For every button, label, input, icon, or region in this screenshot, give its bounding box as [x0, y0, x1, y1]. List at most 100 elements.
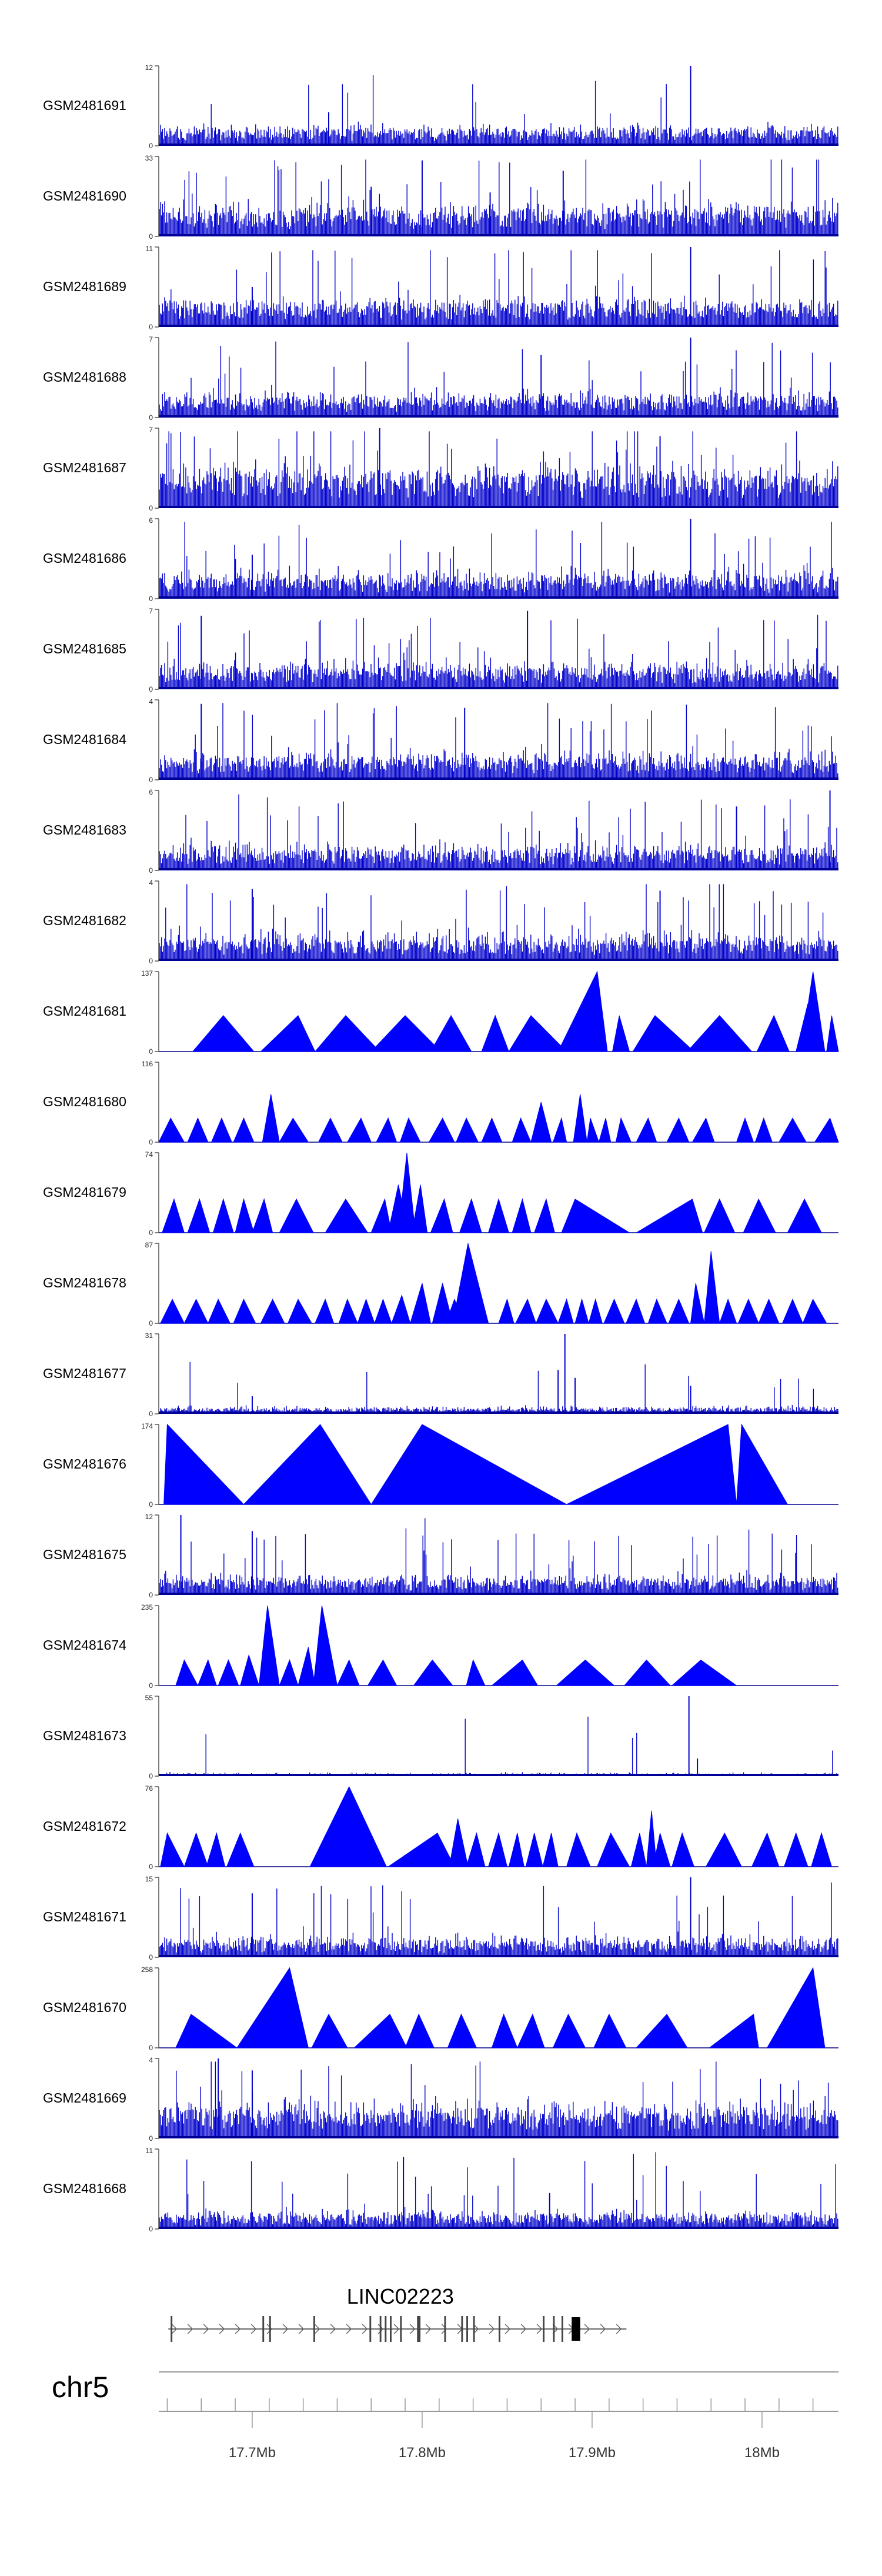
exon: [269, 2316, 271, 2342]
exon: [400, 2316, 402, 2342]
y-tick-label-min: 0: [149, 1047, 153, 1056]
coverage-bars: [159, 703, 838, 780]
coverage-peak: [160, 1299, 185, 1324]
coverage-bars: [159, 159, 838, 236]
track-GSM2481674: GSM2481674 235 0: [43, 1603, 838, 1690]
coverage-peak: [778, 1117, 807, 1143]
coverage-peak: [163, 1423, 245, 1505]
coverage-peak: [311, 2013, 348, 2048]
coverage-peak: [236, 1967, 309, 2048]
track-GSM2481676: GSM2481676 174 0: [43, 1422, 838, 1509]
coverage-peak: [573, 1094, 587, 1143]
coverage-peak: [508, 1015, 567, 1052]
coverage-peak: [455, 1117, 479, 1143]
coverage-peak: [826, 1015, 839, 1052]
coverage-peak: [754, 1117, 773, 1143]
coverage-peak: [574, 1298, 589, 1324]
exon: [369, 2316, 372, 2342]
exon: [313, 2316, 315, 2342]
track-label: GSM2481677: [43, 1366, 126, 1381]
exon: [385, 2316, 387, 2342]
y-tick-label-max: 235: [141, 1603, 153, 1611]
track-label: GSM2481676: [43, 1456, 126, 1471]
y-tick-label-min: 0: [149, 1138, 153, 1146]
track-label: GSM2481668: [43, 2181, 126, 2196]
baseline-band: [159, 1955, 838, 1957]
y-tick-label-max: 7: [149, 607, 153, 615]
coverage-peak: [719, 1298, 737, 1324]
coverage-peak: [517, 2013, 545, 2048]
coverage-peak: [367, 1659, 397, 1686]
y-tick-label-min: 0: [149, 2225, 153, 2233]
track-GSM2481690: GSM2481690 33 0: [43, 154, 838, 241]
track-GSM2481673: GSM2481673 55 0: [43, 1694, 838, 1780]
coverage-peak: [566, 1832, 591, 1867]
coverage-peak: [370, 1424, 568, 1505]
track-GSM2481687: GSM2481687 7 0: [43, 426, 838, 512]
coverage-peak: [262, 1094, 280, 1143]
strand-arrow: [600, 2324, 606, 2334]
strand-arrow: [203, 2324, 209, 2334]
track-label: GSM2481688: [43, 369, 126, 385]
track-label: GSM2481682: [43, 913, 126, 928]
track-label: GSM2481691: [43, 98, 126, 113]
coverage-peak: [405, 2013, 435, 2048]
coverage-peak: [561, 1199, 631, 1233]
exon: [171, 2316, 173, 2342]
y-tick-label-max: 11: [146, 245, 153, 253]
coverage-peak: [515, 1298, 537, 1324]
y-tick-label-min: 0: [149, 142, 153, 150]
baseline-band: [159, 687, 838, 689]
coverage-peak: [736, 1423, 789, 1505]
coverage-peak: [183, 1832, 209, 1867]
track-GSM2481677: GSM2481677 31 0: [43, 1332, 838, 1418]
strand-arrow: [489, 2324, 495, 2334]
exon: [543, 2316, 545, 2342]
y-tick-label-max: 7: [149, 426, 153, 434]
track-label: GSM2481681: [43, 1003, 126, 1019]
coverage-peak: [346, 1117, 372, 1143]
coverage-peak: [187, 1198, 211, 1233]
y-tick-label-min: 0: [149, 1319, 153, 1327]
track-label: GSM2481687: [43, 460, 126, 475]
baseline-band: [159, 1412, 838, 1414]
baseline-band: [159, 778, 838, 780]
coverage-peak: [258, 1605, 280, 1686]
y-tick-label-max: 74: [145, 1150, 153, 1159]
coverage-peak: [542, 1833, 559, 1867]
exon: [499, 2316, 500, 2342]
coverage-bars: [159, 2152, 838, 2229]
coverage-peak: [235, 1198, 255, 1233]
track-label: GSM2481674: [43, 1637, 126, 1653]
coverage-peak: [183, 1299, 209, 1324]
coverage-peak: [691, 1117, 715, 1143]
strand-arrow: [409, 2324, 416, 2334]
strand-arrow: [330, 2324, 336, 2334]
y-tick-label-min: 0: [149, 1681, 153, 1690]
coverage-peak: [447, 2013, 477, 2048]
coverage-peak: [449, 1818, 469, 1867]
coverage-peak: [298, 1647, 316, 1686]
coverage-peak: [814, 1117, 839, 1143]
exon: [473, 2316, 475, 2342]
y-tick-label-max: 6: [149, 788, 153, 796]
coverage-bars: [159, 1716, 838, 1776]
strand-arrow: [298, 2324, 305, 2334]
strand-arrow: [473, 2324, 479, 2334]
y-tick-label-min: 0: [149, 957, 153, 965]
exon: [262, 2316, 265, 2342]
coverage-peak: [533, 1198, 556, 1233]
baseline-band: [159, 506, 838, 508]
track-label: GSM2481671: [43, 1909, 126, 1924]
strand-arrow: [441, 2324, 447, 2334]
y-tick-label-max: 116: [142, 1060, 153, 1068]
baseline-band: [159, 234, 838, 236]
coverage-peak: [218, 1659, 239, 1686]
y-tick-label-min: 0: [149, 1772, 153, 1780]
baseline-band: [159, 959, 838, 961]
exon: [461, 2316, 463, 2342]
coverage-peak: [240, 1654, 260, 1686]
track-GSM2481682: GSM2481682 4 0: [43, 879, 838, 965]
coverage-peak: [586, 1118, 600, 1143]
coverage-peak: [336, 1659, 360, 1686]
